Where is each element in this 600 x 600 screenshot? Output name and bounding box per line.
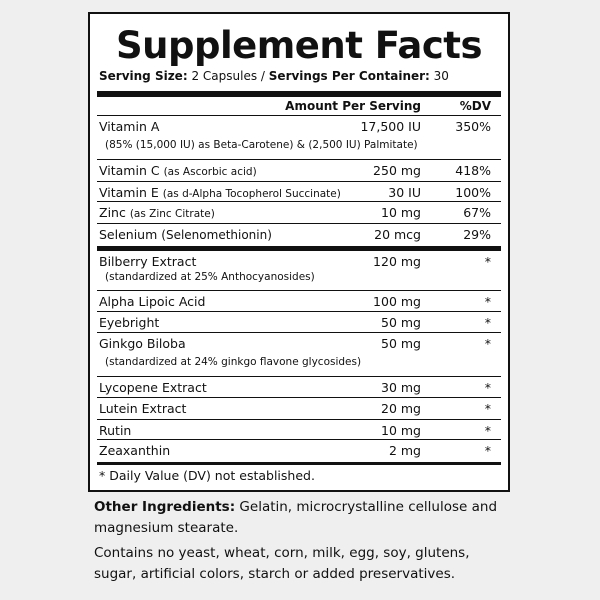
divider <box>97 246 501 251</box>
amount: 50 mg <box>381 315 421 330</box>
nutrient-name: Selenium (Selenomethionin) <box>99 227 272 242</box>
amount: 2 mg <box>388 443 421 458</box>
dv: * <box>484 401 491 416</box>
dv: 350% <box>455 119 491 134</box>
serving-size-label: Serving Size: <box>99 69 188 83</box>
nutrient-row: Lutein Extract 20 mg * <box>97 398 501 420</box>
amount: 10 mg <box>381 205 421 220</box>
other-ingredients-text: Gelatin, microcrystalline cellulose and … <box>94 499 498 536</box>
nutrient-note: (Selenomethionin) <box>161 228 272 242</box>
name: Vitamin E <box>99 185 159 200</box>
servings-label: Servings Per Container: <box>268 69 430 83</box>
nutrient-row: Vitamin E (as d-Alpha Tocopherol Succina… <box>97 182 501 202</box>
nutrient-row: Selenium (Selenomethionin) 20 mcg 29% <box>97 224 501 246</box>
nutrient-row: Ginkgo Biloba (standardized at 24% ginkgo… <box>97 333 501 377</box>
dv: 100% <box>455 185 491 200</box>
nutrient-name: Vitamin A <box>99 119 160 134</box>
nutrient-note: (as Zinc Citrate) <box>129 208 215 220</box>
dv: * <box>484 380 491 395</box>
amount: 20 mg <box>381 401 421 416</box>
nutrient-name: Rutin <box>99 423 132 438</box>
amount: 30 IU <box>388 185 421 200</box>
nutrient-name: Bilberry Extract <box>99 254 197 269</box>
nutrient-name: Vitamin C (as Ascorbic acid) <box>99 163 257 178</box>
dv: 67% <box>463 205 491 220</box>
disclaimer: Contains no yeast, wheat, corn, milk, eg… <box>94 545 470 582</box>
nutrient-note: (as Ascorbic acid) <box>163 166 257 178</box>
nutrient-row: Rutin 10 mg * <box>97 420 501 440</box>
nutrient-row: Zeaxanthin 2 mg * <box>97 440 501 462</box>
serving-info: Serving Size: 2 Capsules / Servings Per … <box>99 69 449 83</box>
nutrient-note: (as d-Alpha Tocopherol Succinate) <box>162 188 341 200</box>
serving-size: 2 Capsules <box>191 69 258 83</box>
amount: 50 mg <box>381 336 421 351</box>
dv: * <box>484 254 491 269</box>
name: Vitamin C <box>99 163 160 178</box>
nutrient-row: Lycopene Extract 30 mg * <box>97 377 501 398</box>
facts-panel: Supplement Facts Serving Size: 2 Capsule… <box>88 12 510 492</box>
separator: / <box>260 69 265 83</box>
header-row: Amount Per Serving %DV <box>97 97 501 116</box>
nutrient-note: (standardized at 25% Anthocyanosides) <box>105 271 315 283</box>
nutrient-note: (standardized at 24% ginkgo flavone glyc… <box>105 356 362 368</box>
nutrient-name: Zinc (as Zinc Citrate) <box>99 205 215 220</box>
amount: 120 mg <box>373 254 421 269</box>
nutrient-row: Vitamin A (85% (15,000 IU) as Beta-Carote… <box>97 116 501 160</box>
dv: * <box>484 423 491 438</box>
dv: 29% <box>463 227 491 242</box>
nutrient-name: Lutein Extract <box>99 401 187 416</box>
nutrient-name: Eyebright <box>99 315 160 330</box>
amount: 20 mcg <box>374 227 421 242</box>
nutrient-name: Zeaxanthin <box>99 443 171 458</box>
nutrient-row: Bilberry Extract (standardized at 25% Ant… <box>97 251 501 291</box>
nutrient-row: Zinc (as Zinc Citrate) 10 mg 67% <box>97 202 501 224</box>
nutrient-name: Ginkgo Biloba <box>99 336 186 351</box>
nutrient-name: Alpha Lipoic Acid <box>99 294 206 309</box>
name: Zinc <box>99 205 126 220</box>
footnote: * Daily Value (DV) not established. <box>99 468 315 483</box>
amount: 10 mg <box>381 423 421 438</box>
other-ingredients: Other Ingredients: Gelatin, microcrystal… <box>94 497 514 539</box>
nutrient-note: (85% (15,000 IU) as Beta-Carotene) & (2,… <box>105 139 418 151</box>
amount: 30 mg <box>381 380 421 395</box>
nutrient-row: Alpha Lipoic Acid 100 mg * <box>97 291 501 312</box>
nutrient-row: Eyebright 50 mg * <box>97 312 501 333</box>
amount: 100 mg <box>373 294 421 309</box>
dv: * <box>484 336 491 351</box>
divider <box>97 462 501 465</box>
name: Selenium <box>99 227 158 242</box>
nutrient-row: Vitamin C (as Ascorbic acid) 250 mg 418% <box>97 160 501 182</box>
dv: * <box>484 294 491 309</box>
amount: 250 mg <box>373 163 421 178</box>
other-ingredients-label: Other Ingredients: <box>94 499 236 515</box>
nutrient-name: Vitamin E (as d-Alpha Tocopherol Succina… <box>99 185 341 200</box>
column-header: %DV <box>459 99 491 113</box>
divider <box>97 91 501 97</box>
title: Supplement Facts <box>115 24 483 67</box>
dv: * <box>484 315 491 330</box>
amount: 17,500 IU <box>360 119 421 134</box>
nutrient-name: Lycopene Extract <box>99 380 207 395</box>
column-header: Amount Per Serving <box>285 99 421 113</box>
dv: 418% <box>455 163 491 178</box>
servings: 30 <box>433 69 449 83</box>
dv: * <box>484 443 491 458</box>
